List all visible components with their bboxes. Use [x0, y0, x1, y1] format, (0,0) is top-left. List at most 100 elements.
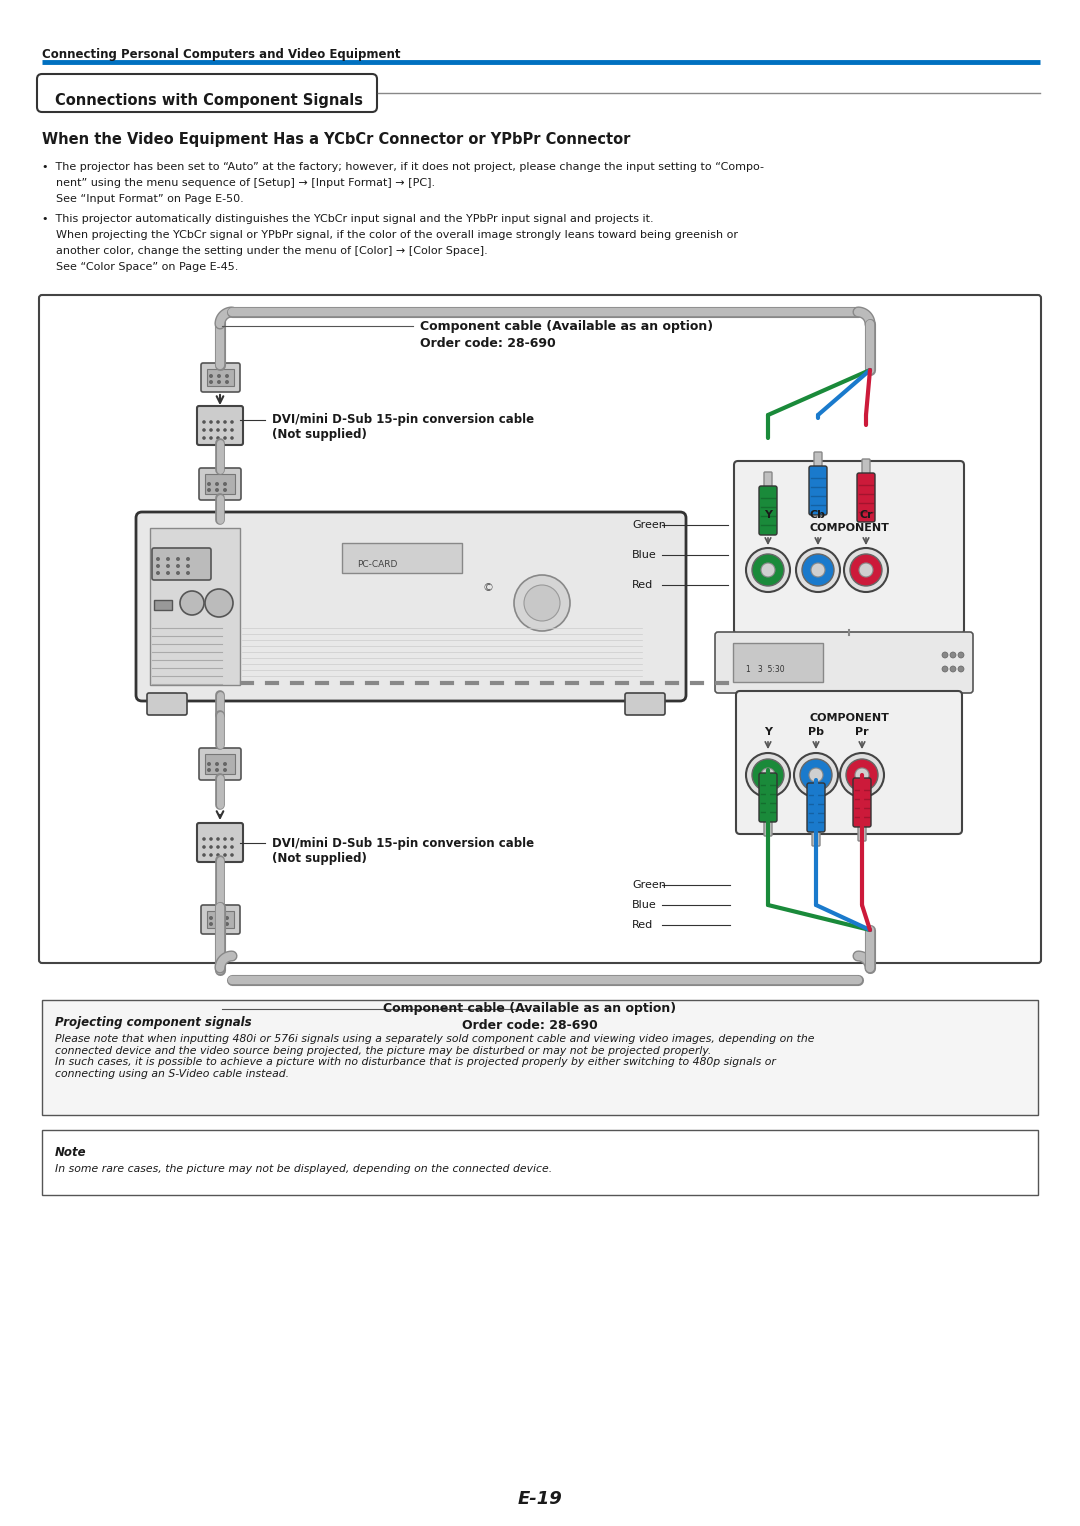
Circle shape	[958, 665, 964, 671]
Circle shape	[210, 420, 213, 424]
Circle shape	[958, 652, 964, 658]
Text: Connecting Personal Computers and Video Equipment: Connecting Personal Computers and Video …	[42, 47, 401, 61]
Text: Cb: Cb	[810, 510, 826, 520]
FancyBboxPatch shape	[37, 73, 377, 111]
FancyBboxPatch shape	[812, 829, 820, 845]
Text: COMPONENT: COMPONENT	[809, 713, 889, 723]
FancyBboxPatch shape	[152, 548, 211, 580]
Circle shape	[224, 845, 227, 848]
Text: Component cable (Available as an option): Component cable (Available as an option)	[383, 1003, 676, 1015]
Circle shape	[796, 548, 840, 592]
Circle shape	[222, 482, 227, 485]
Circle shape	[217, 374, 221, 378]
Circle shape	[217, 916, 221, 920]
Circle shape	[216, 838, 220, 841]
FancyBboxPatch shape	[807, 783, 825, 832]
FancyBboxPatch shape	[197, 406, 243, 446]
Circle shape	[202, 838, 206, 841]
Circle shape	[224, 436, 227, 439]
Circle shape	[846, 758, 878, 790]
Text: Component cable (Available as an option): Component cable (Available as an option)	[420, 320, 713, 333]
Text: PC-CARD: PC-CARD	[357, 560, 397, 569]
Circle shape	[176, 571, 180, 575]
Circle shape	[202, 429, 206, 432]
Circle shape	[210, 838, 213, 841]
Circle shape	[800, 758, 832, 790]
FancyBboxPatch shape	[858, 824, 866, 841]
FancyBboxPatch shape	[715, 632, 973, 693]
FancyBboxPatch shape	[625, 693, 665, 716]
Bar	[205, 475, 235, 494]
Text: See “Input Format” on Page E-50.: See “Input Format” on Page E-50.	[56, 194, 244, 204]
Circle shape	[205, 589, 233, 617]
Circle shape	[524, 584, 561, 621]
FancyBboxPatch shape	[809, 465, 827, 514]
Circle shape	[202, 845, 206, 848]
Circle shape	[224, 838, 227, 841]
Text: Green: Green	[632, 881, 666, 890]
Text: Projecting component signals: Projecting component signals	[55, 1016, 252, 1029]
Circle shape	[230, 429, 233, 432]
Text: Blue: Blue	[632, 549, 657, 560]
Circle shape	[215, 488, 219, 491]
Circle shape	[794, 752, 838, 797]
Circle shape	[215, 761, 219, 766]
Bar	[205, 754, 235, 774]
FancyBboxPatch shape	[42, 1000, 1038, 1116]
Circle shape	[942, 652, 948, 658]
Circle shape	[202, 436, 206, 439]
Circle shape	[202, 420, 206, 424]
Circle shape	[210, 380, 213, 385]
FancyBboxPatch shape	[764, 819, 772, 836]
FancyBboxPatch shape	[199, 748, 241, 780]
FancyBboxPatch shape	[814, 452, 822, 468]
Circle shape	[802, 554, 834, 586]
Circle shape	[855, 768, 869, 781]
Circle shape	[207, 768, 211, 772]
FancyBboxPatch shape	[42, 1129, 1038, 1195]
Text: Pr: Pr	[855, 726, 868, 737]
Circle shape	[216, 853, 220, 856]
Circle shape	[207, 761, 211, 766]
Circle shape	[225, 374, 229, 378]
FancyBboxPatch shape	[735, 691, 962, 835]
Bar	[207, 369, 234, 386]
Circle shape	[230, 838, 233, 841]
Circle shape	[217, 922, 221, 926]
FancyBboxPatch shape	[201, 905, 240, 934]
Text: DVI/mini D-Sub 15-pin conversion cable: DVI/mini D-Sub 15-pin conversion cable	[272, 836, 535, 850]
Circle shape	[840, 752, 885, 797]
Circle shape	[225, 922, 229, 926]
Circle shape	[225, 380, 229, 385]
Bar	[154, 600, 172, 610]
Circle shape	[230, 436, 233, 439]
Circle shape	[210, 436, 213, 439]
Circle shape	[230, 845, 233, 848]
Circle shape	[746, 548, 789, 592]
FancyBboxPatch shape	[136, 513, 686, 700]
Circle shape	[222, 768, 227, 772]
Text: (Not supplied): (Not supplied)	[272, 427, 367, 441]
Circle shape	[761, 563, 775, 577]
FancyBboxPatch shape	[858, 473, 875, 522]
Text: Green: Green	[632, 520, 666, 530]
Circle shape	[811, 563, 825, 577]
Text: Order code: 28-690: Order code: 28-690	[462, 1019, 598, 1032]
Text: DVI/mini D-Sub 15-pin conversion cable: DVI/mini D-Sub 15-pin conversion cable	[272, 414, 535, 426]
Circle shape	[166, 565, 170, 568]
Circle shape	[210, 429, 213, 432]
Bar	[207, 911, 234, 928]
FancyBboxPatch shape	[147, 693, 187, 716]
Circle shape	[950, 665, 956, 671]
Text: Pb: Pb	[808, 726, 824, 737]
Text: Note: Note	[55, 1146, 86, 1160]
Bar	[342, 543, 462, 572]
FancyBboxPatch shape	[197, 823, 243, 862]
FancyBboxPatch shape	[201, 363, 240, 392]
FancyBboxPatch shape	[853, 778, 870, 827]
Circle shape	[514, 575, 570, 630]
Circle shape	[210, 845, 213, 848]
Text: •  The projector has been set to “Auto” at the factory; however, if it does not : • The projector has been set to “Auto” a…	[42, 162, 764, 172]
Text: ©: ©	[482, 583, 492, 594]
Circle shape	[216, 845, 220, 848]
